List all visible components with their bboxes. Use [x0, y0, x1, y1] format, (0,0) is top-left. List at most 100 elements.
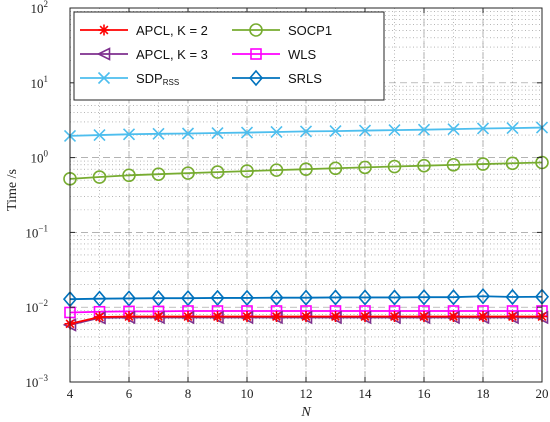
data-point [153, 311, 164, 323]
data-point [358, 160, 372, 175]
data-point [299, 162, 313, 176]
y-tick-label: 102 [31, 0, 49, 16]
data-point [210, 165, 225, 179]
legend-item: SOCP1 [232, 23, 332, 38]
legend-label: WLS [288, 47, 317, 62]
x-tick-label: 8 [185, 386, 192, 401]
data-point [249, 23, 263, 37]
data-point [152, 127, 165, 140]
x-tick-label: 4 [67, 386, 74, 401]
x-tick-label: 16 [418, 386, 432, 401]
data-point [388, 124, 401, 137]
data-point [123, 311, 135, 323]
x-tick-label: 20 [536, 386, 549, 401]
data-point [300, 311, 312, 323]
data-point [299, 125, 313, 138]
data-point [389, 311, 400, 323]
legend-label: SRLS [288, 71, 322, 86]
data-point [505, 288, 520, 306]
data-point [121, 290, 137, 307]
legend-item: SRLS [232, 69, 322, 87]
data-point [92, 170, 107, 184]
legend-box [73, 11, 385, 101]
data-point [92, 290, 107, 307]
x-tick-label: 12 [300, 386, 313, 401]
data-point [298, 289, 314, 306]
data-point [180, 289, 196, 307]
data-point [211, 126, 224, 140]
legend-label: SOCP1 [288, 23, 332, 38]
series-3 [63, 155, 549, 186]
data-point [446, 288, 461, 306]
x-tick-label: 10 [241, 386, 254, 401]
data-point [97, 71, 111, 85]
data-point [241, 311, 253, 323]
data-point [94, 311, 105, 323]
data-point [505, 156, 520, 171]
data-point [359, 311, 371, 323]
data-point [271, 311, 282, 323]
series-5 [62, 288, 550, 308]
legend-item: APCL, K = 3 [80, 47, 208, 62]
data-point [329, 125, 342, 138]
data-point [181, 127, 195, 140]
legend-label: APCL, K = 2 [136, 23, 208, 38]
data-point [477, 311, 489, 323]
data-point [269, 163, 284, 177]
data-point [506, 122, 519, 135]
data-point [248, 69, 264, 87]
data-point [476, 122, 490, 135]
data-point [330, 311, 341, 323]
data-point [210, 289, 225, 307]
y-tick-label: 10−1 [25, 223, 48, 240]
data-point [250, 48, 262, 60]
data-point [240, 126, 254, 139]
x-tick-label: 18 [477, 386, 490, 401]
series-line [69, 295, 543, 301]
legend-item: APCL, K = 2 [80, 23, 208, 38]
legend-item: WLS [232, 47, 317, 62]
y-tick-label: 10−2 [25, 298, 48, 315]
y-tick-label: 10−3 [25, 373, 48, 390]
data-point [328, 289, 343, 306]
y-tick-label: 101 [31, 74, 49, 91]
data-point [416, 288, 432, 306]
data-point [239, 289, 255, 307]
data-point [448, 311, 459, 323]
data-point [182, 311, 194, 323]
data-point [475, 288, 491, 305]
data-point [270, 125, 283, 139]
series-line [69, 161, 543, 180]
data-point [151, 289, 166, 307]
data-point [418, 311, 430, 323]
data-point [212, 311, 223, 323]
y-axis-label: Time /s [5, 169, 20, 211]
data-point [122, 168, 136, 183]
data-point [328, 161, 343, 176]
data-point [93, 129, 106, 142]
series-line [69, 310, 542, 314]
data-point [98, 24, 110, 36]
data-point [269, 289, 284, 306]
y-tick-label: 100 [31, 149, 49, 166]
data-point [447, 123, 460, 136]
x-tick-label: 6 [126, 386, 133, 401]
data-point [476, 157, 490, 171]
data-point [151, 167, 166, 181]
data-point [417, 158, 431, 173]
legend-label: APCL, K = 3 [136, 47, 208, 62]
data-point [387, 289, 402, 306]
data-point [446, 158, 461, 172]
data-point [507, 311, 518, 323]
data-point [96, 47, 111, 61]
data-point [357, 289, 373, 306]
data-point [358, 124, 372, 137]
x-axis-label: N [300, 405, 311, 420]
x-tick-label: 14 [359, 386, 373, 401]
data-point [122, 128, 136, 141]
data-point [240, 164, 254, 178]
data-point [181, 166, 195, 180]
series-2 [63, 121, 549, 142]
